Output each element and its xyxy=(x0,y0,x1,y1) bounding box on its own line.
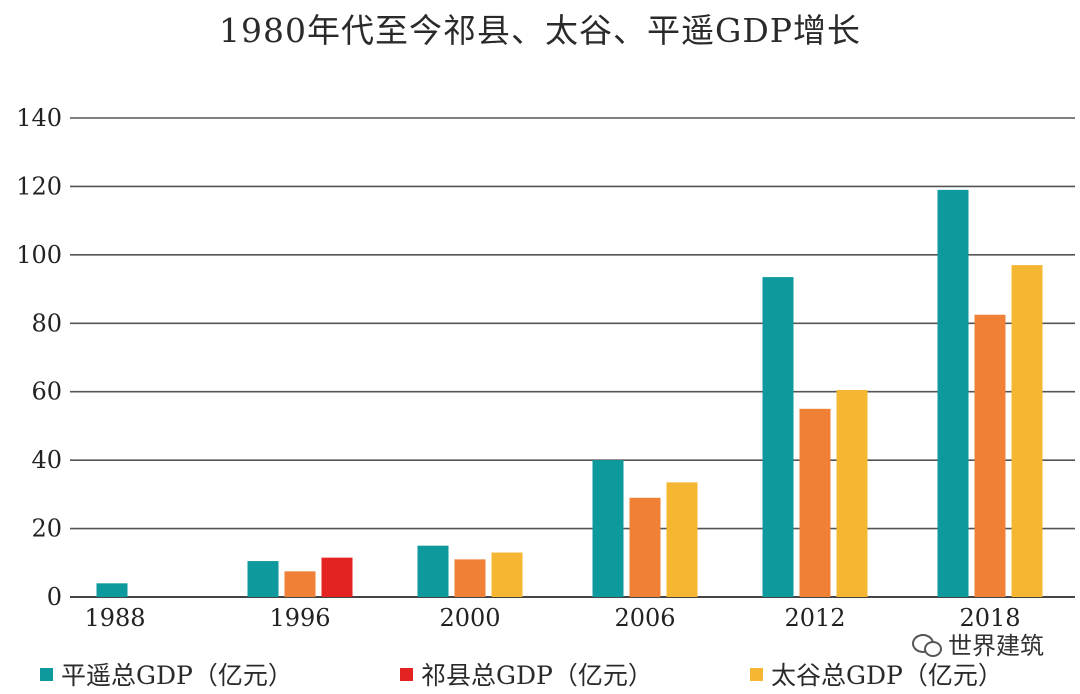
bar xyxy=(629,497,661,597)
x-tick-label: 1988 xyxy=(84,604,145,632)
bar xyxy=(974,314,1006,597)
legend-entry: 平遥总GDP（亿元） xyxy=(40,656,293,692)
legend-label: 太谷总GDP（亿元） xyxy=(771,661,1003,690)
legend-entry: 祁县总GDP（亿元） xyxy=(400,656,653,692)
legend-entry: 太谷总GDP（亿元） xyxy=(750,656,1003,692)
watermark: 世界建筑 xyxy=(912,626,1044,661)
x-tick-label: 2012 xyxy=(784,604,845,632)
bar xyxy=(799,408,831,597)
legend-label: 祁县总GDP（亿元） xyxy=(421,661,653,690)
bar xyxy=(417,545,449,597)
wechat-icon xyxy=(912,632,942,657)
watermark-text: 世界建筑 xyxy=(948,632,1044,660)
legend-label: 平遥总GDP（亿元） xyxy=(61,661,293,690)
bar xyxy=(666,482,698,597)
bar xyxy=(454,559,486,597)
bar xyxy=(937,189,969,597)
bar xyxy=(592,460,624,597)
y-tick-label: 60 xyxy=(31,378,62,406)
y-tick-label: 0 xyxy=(47,583,62,611)
y-tick-label: 140 xyxy=(16,104,62,132)
x-tick-label: 2000 xyxy=(439,604,500,632)
x-tick-label: 2006 xyxy=(614,604,675,632)
legend-swatch xyxy=(40,667,53,681)
bar xyxy=(1011,265,1043,597)
legend-swatch xyxy=(750,667,763,681)
bar xyxy=(284,571,316,597)
bar xyxy=(247,561,279,597)
bar xyxy=(836,390,868,597)
y-tick-label: 100 xyxy=(16,241,62,269)
legend-swatch xyxy=(400,667,413,681)
bar xyxy=(762,277,794,597)
bar xyxy=(96,583,128,597)
x-tick-label: 1996 xyxy=(269,604,330,632)
legend: 平遥总GDP（亿元） 祁县总GDP（亿元） 太谷总GDP（亿元） xyxy=(40,656,1080,692)
y-tick-label: 40 xyxy=(31,446,62,474)
x-tick-label: 2018 xyxy=(959,604,1020,632)
y-tick-label: 20 xyxy=(31,515,62,543)
bar xyxy=(491,552,523,597)
y-tick-label: 80 xyxy=(31,309,62,337)
bar xyxy=(321,557,353,597)
y-tick-label: 120 xyxy=(16,172,62,200)
chart-title: 1980年代至今祁县、太谷、平遥GDP增长 xyxy=(218,11,861,50)
